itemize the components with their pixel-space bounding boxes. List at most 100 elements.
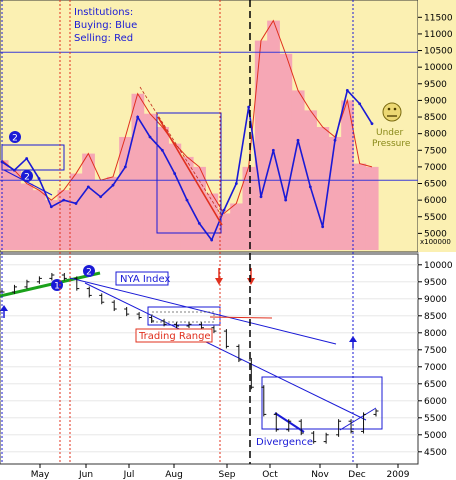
y-tick-label: 8500 <box>424 113 447 123</box>
top-y-axis: 5000 5500 6000 6500 7000 7500 8000 8500 9000 9500… <box>418 13 453 239</box>
x-tick-label: Oct <box>262 470 278 480</box>
y-tick-label: 6000 <box>424 397 447 407</box>
buying-point <box>333 138 337 142</box>
top-trend-red-dash <box>139 86 224 219</box>
x-tick-label: 2009 <box>387 470 410 480</box>
legend-buying: Buying: Blue <box>74 20 137 31</box>
box-late-year <box>261 376 383 430</box>
pressure-line-1: Under <box>376 128 404 138</box>
divergence-line <box>274 412 305 433</box>
selling-bar <box>82 153 95 250</box>
selling-bar <box>341 100 354 251</box>
selling-bar <box>131 93 145 250</box>
buying-point <box>345 89 349 92</box>
buying-point <box>284 198 288 202</box>
buying-point <box>99 195 103 199</box>
buying-point <box>210 238 214 242</box>
y-tick-label: 8000 <box>424 130 447 140</box>
bottom-overlay-group <box>0 271 383 433</box>
uptrend-green <box>0 271 101 298</box>
top-axis-background <box>418 0 456 252</box>
y-tick-label: 5500 <box>424 213 447 223</box>
x-tick-label: Aug <box>165 470 183 480</box>
face-icon <box>382 102 402 122</box>
selling-bar <box>180 156 194 250</box>
x-tick-label: May <box>31 470 50 480</box>
selling-bar <box>168 143 182 250</box>
divergence-label: Divergence <box>256 437 313 448</box>
buying-point <box>74 202 78 205</box>
y-tick-label: 8000 <box>424 329 447 339</box>
buying-point <box>222 208 226 212</box>
buying-point <box>49 205 53 209</box>
nya-label: NYA Index <box>120 274 170 285</box>
top-overlay-group <box>1 86 224 234</box>
svg-text:2: 2 <box>86 268 92 278</box>
selling-bar <box>328 136 342 250</box>
selling-bar <box>254 40 268 250</box>
buying-point <box>247 105 251 109</box>
range-label-box <box>135 328 213 343</box>
svg-text:2: 2 <box>12 134 18 144</box>
buying-point <box>62 198 66 202</box>
buying-point <box>271 148 275 152</box>
late-uptrend <box>339 407 377 431</box>
buying-point <box>136 115 140 119</box>
selling-bar <box>353 163 367 250</box>
marker-bottom-2: 2 <box>83 265 95 278</box>
selling-edge <box>1 19 373 215</box>
buying-point <box>321 225 325 229</box>
buying-point <box>148 135 152 139</box>
y-tick-label: 11000 <box>424 30 453 40</box>
selling-bar <box>279 53 293 250</box>
y-tick-label: 9000 <box>424 295 447 305</box>
box-aug <box>156 112 222 234</box>
selling-bar <box>8 170 21 250</box>
x-axis: May Jun Jul Aug Sep Oct Nov Dec 2009 <box>31 464 410 480</box>
selling-bar <box>0 160 9 250</box>
y-tick-label: 6500 <box>424 380 447 390</box>
bottom-panel: NYA Index Trading Range Divergence 1 2 4… <box>0 253 453 480</box>
y-tick-label: 7500 <box>424 146 447 156</box>
vertical-markers <box>1 0 354 464</box>
y-tick-label: 5000 <box>424 431 447 441</box>
buying-point <box>173 172 177 175</box>
selling-bar <box>242 166 256 250</box>
marker-top-a: 2 <box>9 131 21 144</box>
selling-bar <box>291 90 305 250</box>
y-unit-label: x100000 <box>420 238 451 246</box>
buying-point <box>185 198 189 202</box>
buying-point <box>111 183 115 187</box>
selling-bar <box>267 20 280 250</box>
buying-point <box>25 157 29 160</box>
selling-bar <box>119 136 132 250</box>
selling-bar <box>20 183 34 250</box>
y-tick-label: 7500 <box>424 346 447 356</box>
buying-point <box>308 185 312 189</box>
price-bars-group <box>0 272 379 444</box>
buying-point <box>234 182 238 185</box>
y-tick-label: 4500 <box>424 448 447 458</box>
buying-point <box>123 165 127 169</box>
arrow-down-sep <box>215 268 223 285</box>
top-panel: Institutions: Buying: Blue Selling: Red … <box>0 0 456 253</box>
x-tick-label: Jun <box>78 470 93 480</box>
y-tick-label: 10500 <box>424 47 453 57</box>
bottom-y-axis: 4500 5000 5500 6000 6500 7000 7500 8000 8500 9000… <box>418 261 453 458</box>
y-tick-label: 6000 <box>424 196 447 206</box>
buying-point <box>358 102 362 106</box>
buying-point <box>37 177 41 180</box>
svg-text:1: 1 <box>54 282 60 292</box>
buying-line-group <box>0 88 374 242</box>
buying-point <box>259 195 263 199</box>
y-tick-label: 8500 <box>424 312 447 322</box>
y-tick-label: 9500 <box>424 278 447 288</box>
y-tick-label: 11500 <box>424 13 453 23</box>
x-tick-label: Nov <box>311 470 329 480</box>
downtrend-blue-1 <box>69 277 337 345</box>
selling-bar <box>94 180 108 250</box>
nya-label-box <box>115 271 169 286</box>
buying-point <box>197 222 201 225</box>
top-trend-blue <box>3 169 53 196</box>
